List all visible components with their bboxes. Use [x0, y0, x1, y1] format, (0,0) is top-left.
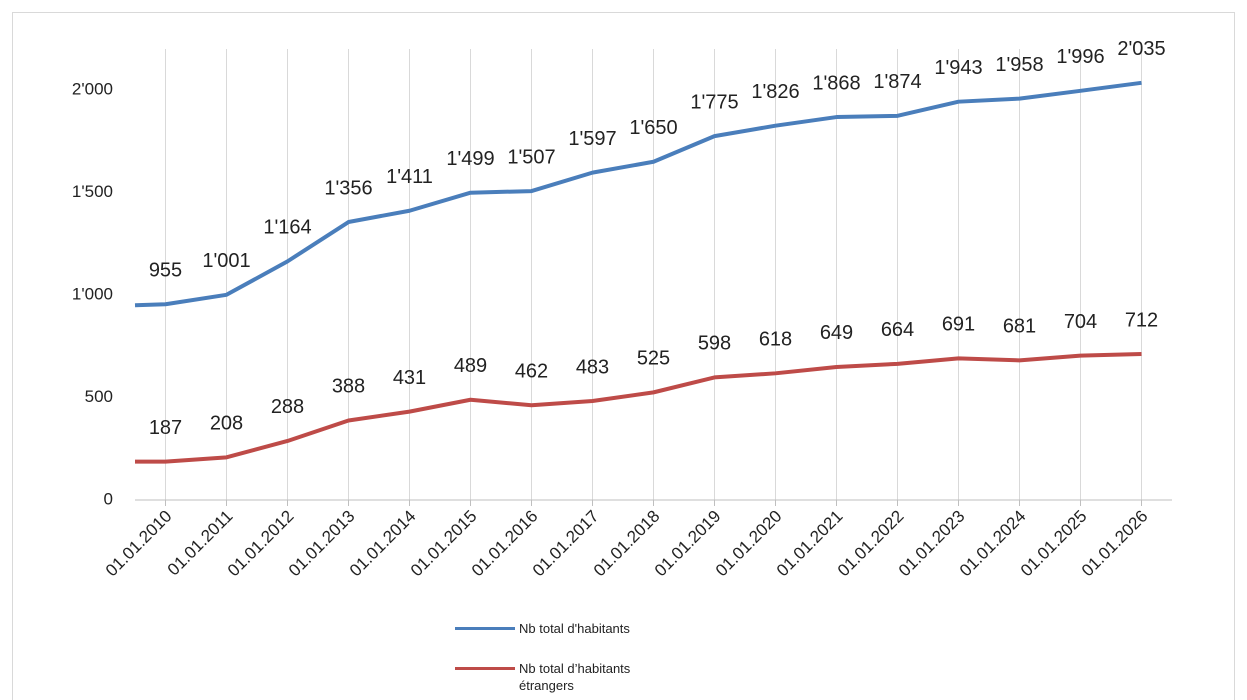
data-label: 1'826	[751, 81, 799, 103]
y-tick-label: 2'000	[72, 79, 113, 98]
data-label: 1'001	[202, 250, 250, 272]
data-label: 1'499	[446, 148, 494, 170]
data-label: 462	[515, 361, 548, 383]
chart-border	[12, 12, 1235, 700]
data-label: 1'164	[263, 217, 311, 239]
data-label: 187	[149, 417, 182, 439]
data-label: 1'411	[386, 166, 433, 188]
data-label: 955	[149, 260, 182, 282]
legend-label: Nb total d’habitants étrangers	[519, 661, 631, 693]
data-label: 1'958	[995, 54, 1043, 76]
data-label: 1'356	[324, 177, 372, 199]
data-label: 704	[1064, 311, 1097, 333]
y-tick-label: 500	[85, 387, 113, 406]
data-label: 1'507	[507, 146, 555, 168]
data-label: 1'996	[1056, 46, 1104, 68]
data-label: 1'775	[690, 91, 738, 113]
legend-item: Nb total d’habitants étrangers	[455, 660, 669, 694]
data-label: 681	[1003, 316, 1036, 338]
data-label: 649	[820, 322, 853, 344]
legend-swatch	[455, 627, 515, 630]
y-tick-label: 1'000	[72, 284, 113, 303]
data-label: 2'035	[1117, 38, 1165, 60]
data-label: 1'943	[934, 57, 982, 79]
legend-item: Nb total d'habitants	[455, 620, 669, 637]
data-label: 664	[881, 319, 914, 341]
data-label: 1'597	[568, 128, 616, 150]
y-tick-label: 0	[104, 489, 113, 508]
series-line	[134, 80, 1142, 308]
data-label: 489	[454, 355, 487, 377]
data-label: 208	[210, 413, 243, 435]
legend-label: Nb total d'habitants	[519, 621, 630, 636]
data-label: 431	[393, 367, 426, 389]
data-label: 598	[698, 333, 731, 355]
data-label: 288	[271, 396, 304, 418]
series-line	[135, 352, 1142, 464]
data-label: 1'874	[873, 71, 921, 93]
data-label: 691	[942, 314, 975, 336]
data-label: 525	[637, 348, 670, 370]
y-tick-label: 1'500	[72, 182, 113, 201]
data-label: 1'868	[812, 72, 860, 94]
data-label: 483	[576, 356, 609, 378]
data-label: 1'650	[629, 117, 677, 139]
data-label: 618	[759, 329, 792, 351]
data-label: 388	[332, 376, 365, 398]
data-label: 712	[1125, 309, 1158, 331]
legend-swatch	[455, 667, 515, 670]
